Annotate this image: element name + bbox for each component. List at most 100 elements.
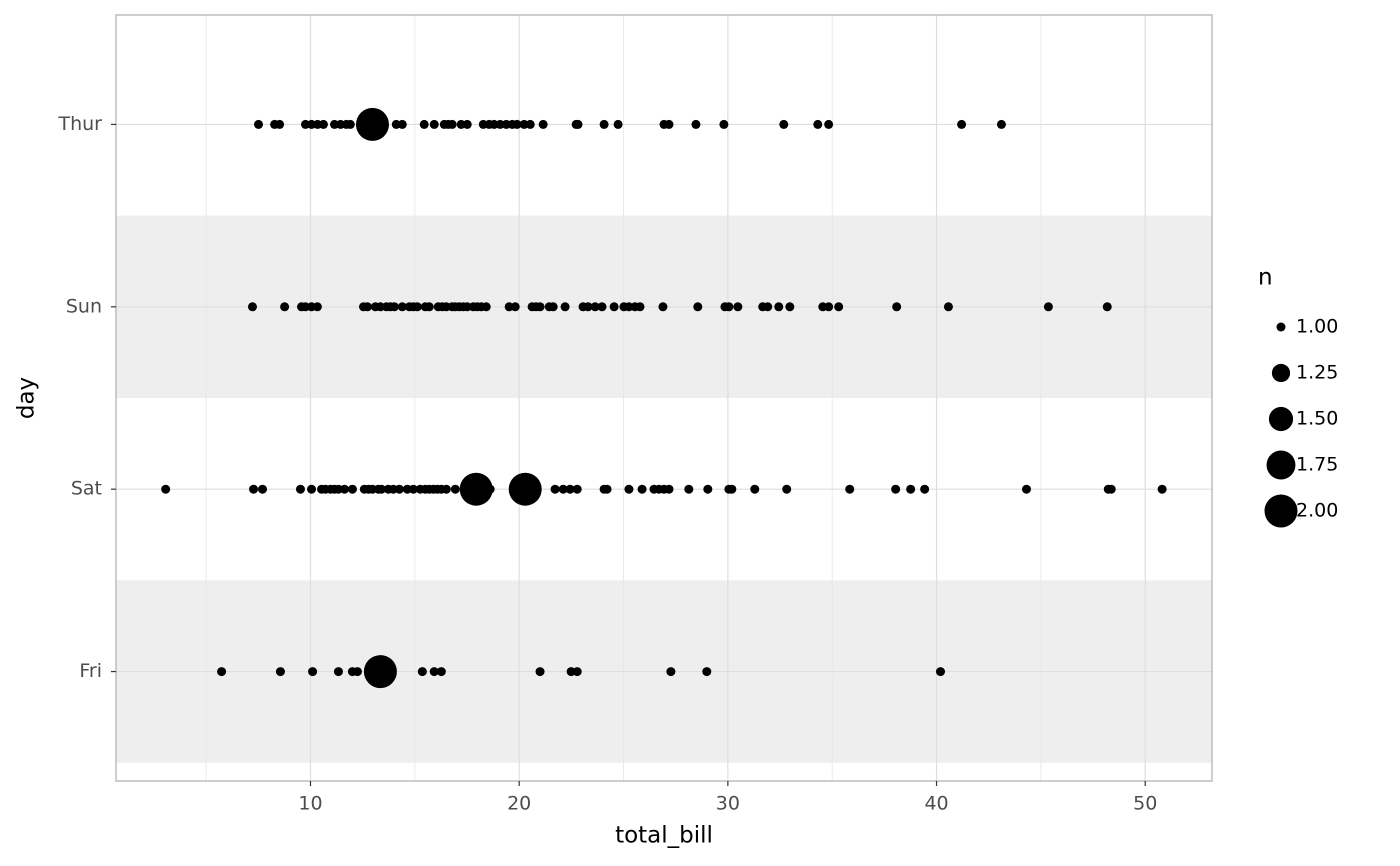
- point: [436, 667, 446, 677]
- x-tick-label: 20: [507, 793, 531, 815]
- point: [394, 484, 404, 494]
- point: [565, 484, 575, 494]
- point: [352, 667, 362, 677]
- point: [891, 484, 901, 494]
- point: [779, 119, 789, 129]
- point: [558, 484, 568, 494]
- legend-label: 1.25: [1296, 362, 1338, 384]
- y-axis-label: day: [14, 377, 40, 419]
- point: [824, 119, 834, 129]
- point: [996, 119, 1006, 129]
- y-tick-label: Sun: [66, 295, 102, 317]
- point: [397, 302, 407, 312]
- legend-label: 2.00: [1296, 500, 1338, 522]
- point: [441, 484, 451, 494]
- point: [525, 119, 535, 129]
- point: [1043, 302, 1053, 312]
- point: [280, 302, 290, 312]
- point: [727, 484, 737, 494]
- point: [249, 484, 259, 494]
- point: [774, 302, 784, 312]
- x-tick-label: 30: [716, 793, 740, 815]
- point: [397, 119, 407, 129]
- point: [1106, 484, 1116, 494]
- point: [254, 119, 264, 129]
- legend-label: 1.75: [1296, 454, 1338, 476]
- point: [943, 302, 953, 312]
- point: [419, 119, 429, 129]
- point: [550, 484, 560, 494]
- panel: [115, 14, 1213, 782]
- point: [733, 302, 743, 312]
- point: [1157, 484, 1167, 494]
- x-tick-label: 10: [298, 793, 322, 815]
- point: [275, 667, 285, 677]
- point: [1021, 484, 1031, 494]
- legend-key: [1268, 406, 1294, 432]
- point: [957, 119, 967, 129]
- panel-border: [115, 14, 1213, 782]
- point: [538, 119, 548, 129]
- point: [920, 484, 930, 494]
- point: [363, 655, 397, 689]
- point: [510, 302, 520, 312]
- point: [763, 302, 773, 312]
- legend-label: 1.00: [1296, 316, 1338, 338]
- point: [535, 302, 545, 312]
- point: [782, 484, 792, 494]
- legend-key: [1266, 450, 1296, 480]
- point: [637, 484, 647, 494]
- point: [295, 484, 305, 494]
- point: [602, 484, 612, 494]
- point: [635, 302, 645, 312]
- point: [318, 119, 328, 129]
- point: [312, 302, 322, 312]
- point: [597, 302, 607, 312]
- point: [684, 484, 694, 494]
- point: [1102, 302, 1112, 312]
- point: [666, 667, 676, 677]
- point: [703, 484, 713, 494]
- x-axis-label: total_bill: [615, 823, 713, 849]
- point: [408, 484, 418, 494]
- point: [573, 119, 583, 129]
- point: [693, 302, 703, 312]
- point: [459, 472, 493, 506]
- point: [599, 119, 609, 129]
- point: [560, 302, 570, 312]
- x-tick-label: 40: [924, 793, 948, 815]
- point: [355, 107, 389, 141]
- point: [481, 302, 491, 312]
- legend-key: [1271, 363, 1291, 383]
- point: [834, 302, 844, 312]
- point: [664, 119, 674, 129]
- point: [450, 484, 460, 494]
- y-tick-label: Sat: [71, 478, 102, 500]
- point: [161, 484, 171, 494]
- legend-key: [1276, 322, 1286, 332]
- point: [702, 667, 712, 677]
- point: [724, 302, 734, 312]
- point: [429, 119, 439, 129]
- point: [389, 302, 399, 312]
- point: [936, 667, 946, 677]
- point: [308, 667, 318, 677]
- point: [340, 484, 350, 494]
- point: [613, 119, 623, 129]
- point: [508, 472, 542, 506]
- point: [719, 119, 729, 129]
- point: [535, 667, 545, 677]
- point: [624, 484, 634, 494]
- point: [572, 484, 582, 494]
- point: [512, 119, 522, 129]
- point: [462, 119, 472, 129]
- point: [217, 667, 227, 677]
- point: [307, 484, 317, 494]
- point: [590, 302, 600, 312]
- point: [247, 302, 257, 312]
- point: [572, 667, 582, 677]
- point: [333, 667, 343, 677]
- point: [345, 119, 355, 129]
- x-tick-label: 50: [1133, 793, 1157, 815]
